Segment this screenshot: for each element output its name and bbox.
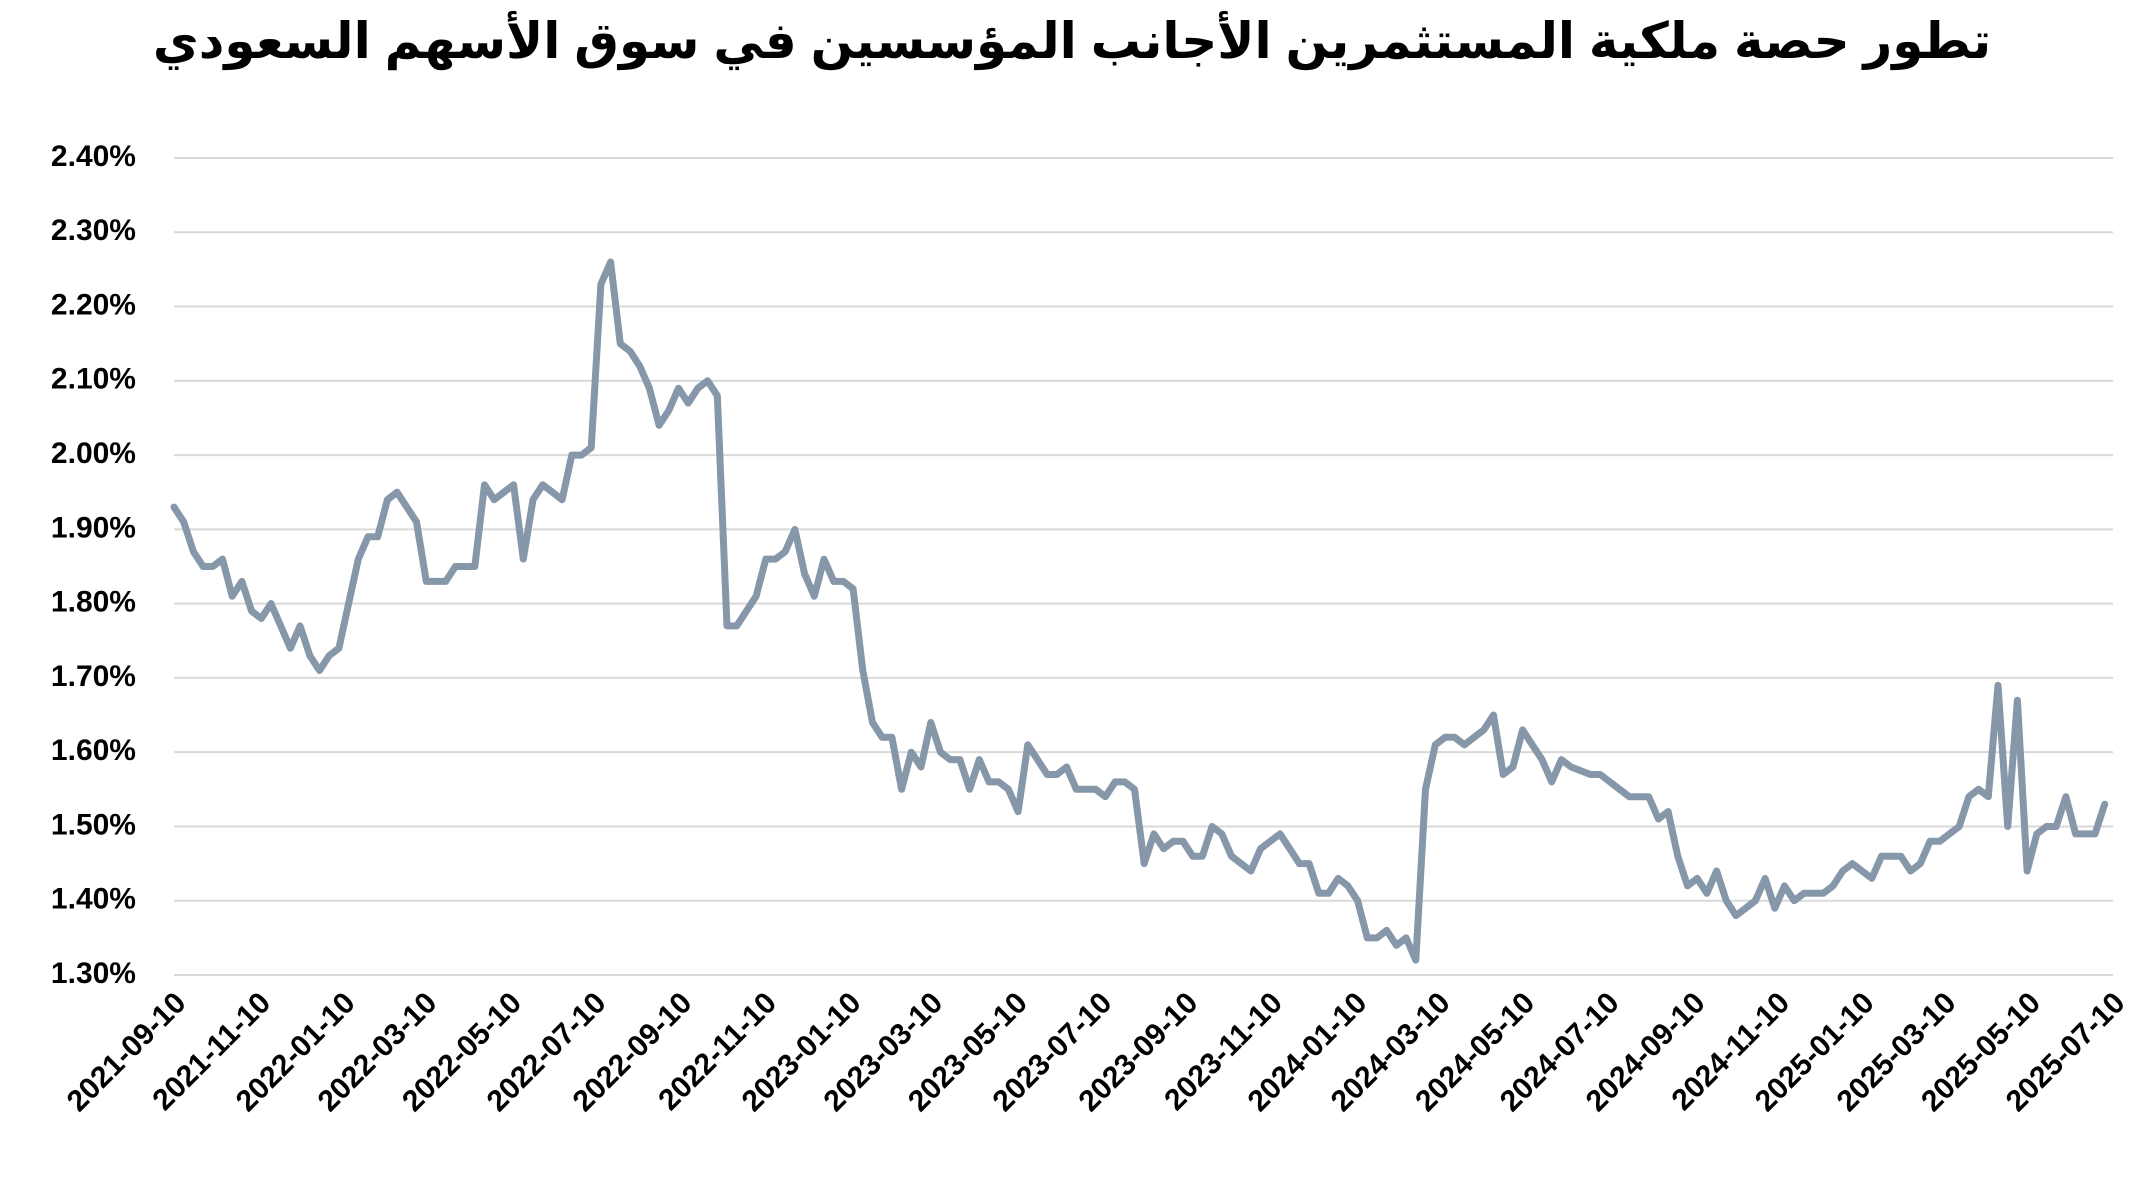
data-line [170, 258, 2109, 964]
y-tick-label: 1.60% [51, 734, 136, 767]
y-tick-label: 2.00% [51, 437, 136, 470]
y-tick-label: 1.40% [51, 883, 136, 916]
y-tick-label: 1.30% [51, 957, 136, 990]
y-tick-label: 1.80% [51, 586, 136, 619]
chart-title: تطور حصة ملكية المستثمرين الأجانب المؤسس… [153, 10, 1991, 71]
y-tick-label: 2.30% [51, 214, 136, 247]
y-tick-label: 1.70% [51, 660, 136, 693]
y-tick-label: 2.40% [51, 140, 136, 173]
y-tick-label: 2.10% [51, 363, 136, 396]
y-tick-label: 1.90% [51, 511, 136, 544]
y-tick-label: 2.20% [51, 288, 136, 321]
y-tick-label: 1.50% [51, 808, 136, 841]
